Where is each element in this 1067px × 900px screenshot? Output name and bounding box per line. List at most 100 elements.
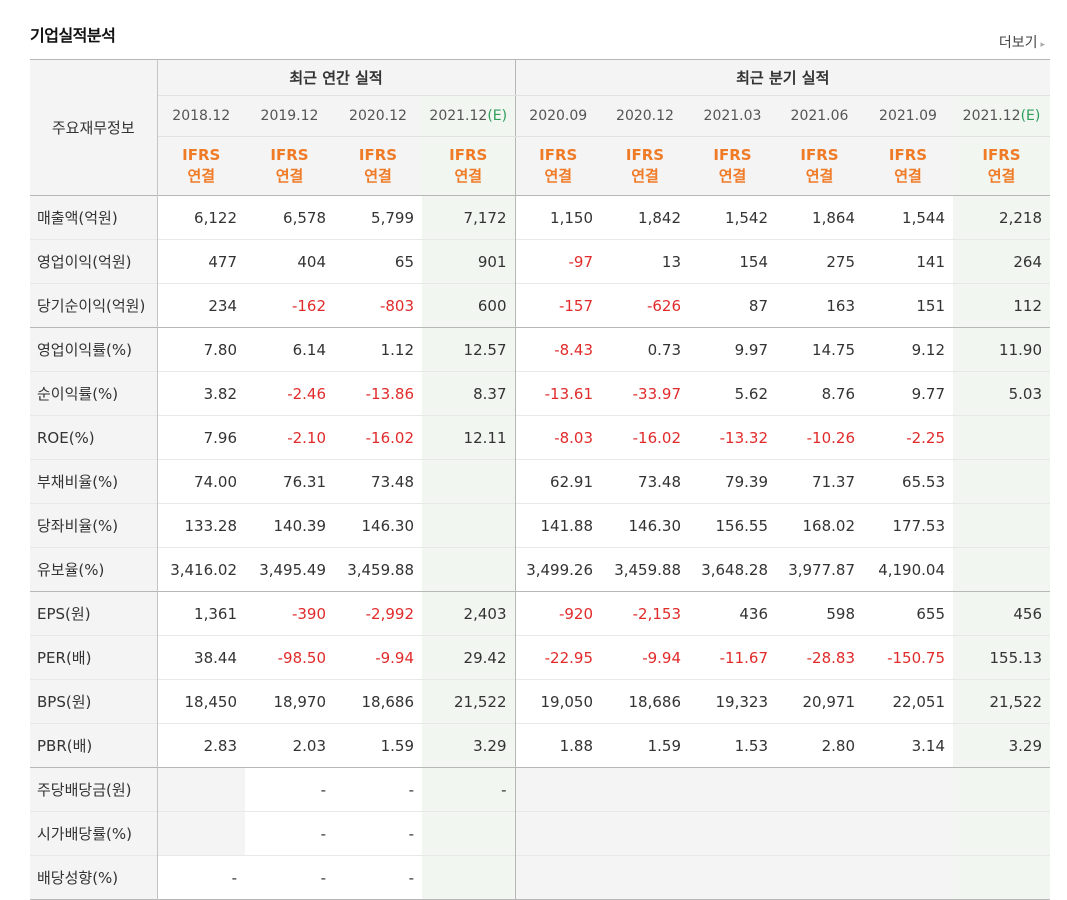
table-cell: -28.83 bbox=[776, 635, 863, 680]
table-cell: 73.48 bbox=[601, 459, 689, 504]
table-cell bbox=[422, 459, 516, 504]
period-date: 2019.12 bbox=[260, 108, 319, 124]
row-label: 영업이익률(%) bbox=[30, 327, 158, 372]
row-label: 매출액(억원) bbox=[30, 195, 158, 240]
estimate-tag: (E) bbox=[1020, 108, 1041, 124]
chevron-right-icon: ▸ bbox=[1040, 40, 1045, 50]
accounting-standard: IFRS 연결 bbox=[157, 136, 245, 196]
table-cell bbox=[422, 811, 516, 856]
table-cell: 234 bbox=[157, 283, 245, 328]
period-date: 2020.12 bbox=[616, 108, 674, 124]
table-cell: -22.95 bbox=[515, 635, 601, 680]
table-cell: 74.00 bbox=[157, 459, 245, 504]
period-header: 2021.06 bbox=[776, 95, 863, 137]
table-row: 부채비율(%) 74.00 76.31 73.48 62.91 73.48 79.39 71.… bbox=[30, 459, 1050, 504]
table-cell: 477 bbox=[157, 239, 245, 284]
table-cell bbox=[689, 811, 776, 856]
table-cell: -390 bbox=[245, 591, 334, 636]
table-cell: -13.86 bbox=[334, 371, 422, 416]
table-row: 주당배당금(원) - - - bbox=[30, 767, 1050, 812]
consolidated-label: 연결 bbox=[454, 167, 483, 185]
table-cell: 79.39 bbox=[689, 459, 776, 504]
period-header: 2019.12 bbox=[245, 95, 334, 137]
ifrs-label: IFRS bbox=[625, 146, 665, 164]
table-cell: 9.97 bbox=[689, 327, 776, 372]
row-label: 당기순이익(억원) bbox=[30, 283, 158, 328]
more-label: 더보기 bbox=[998, 35, 1038, 51]
table-cell: 7.96 bbox=[157, 415, 245, 460]
table-cell: 3,499.26 bbox=[515, 547, 601, 592]
table-cell bbox=[776, 855, 863, 900]
period-date: 2018.12 bbox=[172, 108, 231, 124]
table-cell: -33.97 bbox=[601, 371, 689, 416]
table-row: BPS(원) 18,450 18,970 18,686 21,522 19,050 18,6… bbox=[30, 679, 1050, 724]
table-cell bbox=[689, 767, 776, 812]
accounting-standard: IFRS 연결 bbox=[776, 136, 863, 196]
table-cell: 1.12 bbox=[334, 327, 422, 372]
table-cell: 3,459.88 bbox=[334, 547, 422, 592]
table-cell: 2.83 bbox=[157, 723, 245, 768]
row-label: PBR(배) bbox=[30, 723, 158, 768]
table-cell bbox=[601, 811, 689, 856]
table-cell bbox=[422, 503, 516, 548]
table-cell: 141 bbox=[863, 239, 953, 284]
table-cell: - bbox=[334, 811, 422, 856]
table-cell: 655 bbox=[863, 591, 953, 636]
consolidated-label: 연결 bbox=[805, 167, 834, 185]
table-cell: -10.26 bbox=[776, 415, 863, 460]
table-cell: 5.62 bbox=[689, 371, 776, 416]
table-cell bbox=[953, 459, 1050, 504]
table-cell bbox=[953, 767, 1050, 812]
table-cell: 1,544 bbox=[863, 195, 953, 240]
row-label: 당좌비율(%) bbox=[30, 503, 158, 548]
table-cell: -157 bbox=[515, 283, 601, 328]
accounting-standard: IFRS 연결 bbox=[601, 136, 689, 196]
period-date: 2021.06 bbox=[790, 108, 849, 124]
table-cell: 141.88 bbox=[515, 503, 601, 548]
accounting-standard: IFRS 연결 bbox=[245, 136, 334, 196]
row-label: EPS(원) bbox=[30, 591, 158, 636]
table-cell: 3,648.28 bbox=[689, 547, 776, 592]
table-cell: 112 bbox=[953, 283, 1050, 328]
table-cell: -9.94 bbox=[334, 635, 422, 680]
table-cell: 456 bbox=[953, 591, 1050, 636]
table-cell: - bbox=[245, 855, 334, 900]
table-cell: 18,686 bbox=[334, 679, 422, 724]
table-cell: -13.61 bbox=[515, 371, 601, 416]
period-date: 2020.12 bbox=[349, 108, 407, 124]
table-cell: 6,122 bbox=[157, 195, 245, 240]
table-cell: 1,864 bbox=[776, 195, 863, 240]
consolidated-label: 연결 bbox=[894, 167, 922, 185]
ifrs-label: IFRS bbox=[182, 146, 221, 164]
consolidated-label: 연결 bbox=[631, 167, 659, 185]
table-cell: 2.80 bbox=[776, 723, 863, 768]
row-label: ROE(%) bbox=[30, 415, 158, 460]
table-cell bbox=[601, 767, 689, 812]
table-cell: - bbox=[157, 855, 245, 900]
table-cell: 3,495.49 bbox=[245, 547, 334, 592]
table-cell: -16.02 bbox=[601, 415, 689, 460]
table-cell: 0.73 bbox=[601, 327, 689, 372]
table-cell: 62.91 bbox=[515, 459, 601, 504]
table-cell: - bbox=[245, 811, 334, 856]
accounting-standard: IFRS 연결 bbox=[689, 136, 776, 196]
section-title: 기업실적분석 bbox=[30, 26, 116, 45]
period-date: 2020.09 bbox=[529, 108, 588, 124]
table-cell: -8.03 bbox=[515, 415, 601, 460]
more-link[interactable]: 더보기 ▸ bbox=[999, 32, 1045, 52]
table-cell bbox=[776, 811, 863, 856]
period-header: 2020.09 bbox=[515, 95, 601, 137]
table-cell: 14.75 bbox=[776, 327, 863, 372]
table-cell: 65 bbox=[334, 239, 422, 284]
table-cell: 1,361 bbox=[157, 591, 245, 636]
table-cell: -626 bbox=[601, 283, 689, 328]
row-label: PER(배) bbox=[30, 635, 158, 680]
table-cell bbox=[515, 811, 601, 856]
table-cell: 18,970 bbox=[245, 679, 334, 724]
table-row: 유보율(%) 3,416.02 3,495.49 3,459.88 3,499.26 3,… bbox=[30, 547, 1050, 592]
table-cell: 901 bbox=[422, 239, 516, 284]
period-header: 2020.12 bbox=[601, 95, 689, 137]
table-cell: 8.76 bbox=[776, 371, 863, 416]
period-header: 2018.12 bbox=[157, 95, 245, 137]
table-cell: 600 bbox=[422, 283, 516, 328]
